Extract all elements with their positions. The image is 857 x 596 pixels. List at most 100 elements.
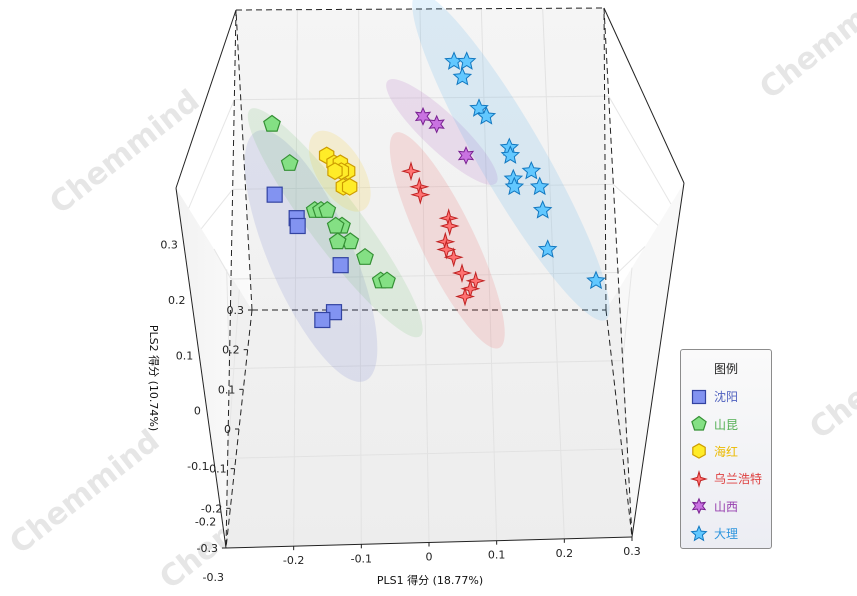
data-point <box>586 270 606 290</box>
legend-title: 图例 <box>713 362 738 376</box>
data-point <box>521 160 542 180</box>
x-tick-label: -0.1 <box>351 552 372 565</box>
data-point <box>266 186 283 203</box>
y-tick-label-outer: -0.1 <box>187 460 208 473</box>
watermark: Chemmind <box>753 0 857 106</box>
legend-label: 乌兰浩特 <box>714 472 763 487</box>
legend-item: 沈阳 <box>681 383 771 410</box>
legend-marker <box>691 389 707 404</box>
data-point <box>332 257 349 274</box>
data-point <box>439 216 460 237</box>
legend-marker <box>691 497 707 515</box>
box-edge-hidden <box>235 9 253 311</box>
legend-items: 沈阳山昆海红乌兰浩特山西大理 <box>681 383 771 547</box>
grid-line <box>617 246 646 273</box>
grid-line <box>188 99 235 209</box>
legend-marker-icon <box>691 415 707 431</box>
legend-marker <box>692 443 706 460</box>
y-tick-label-outer: -0.3 <box>203 571 224 584</box>
data-point <box>328 232 347 250</box>
legend-marker-icon <box>690 524 708 541</box>
data-point <box>456 51 477 70</box>
box-edge <box>175 9 237 189</box>
data-points <box>263 51 606 329</box>
legend-label: 大理 <box>714 527 739 542</box>
legend-label: 海红 <box>714 444 739 459</box>
x-tick-label: 0.1 <box>488 549 506 562</box>
x-tick-label: 0.2 <box>556 547 574 560</box>
data-point <box>537 239 558 258</box>
legend-label: 沈阳 <box>714 390 739 405</box>
grid-line <box>608 95 672 205</box>
data-point <box>504 176 525 196</box>
data-point <box>452 66 473 86</box>
grid-line <box>622 267 633 361</box>
left-wall <box>176 10 252 548</box>
right-wall <box>604 8 684 537</box>
y-tick-label: 0.3 <box>227 304 245 317</box>
box-edge <box>603 7 685 184</box>
legend-marker <box>690 524 708 541</box>
y-tick-label: 0.2 <box>222 344 240 357</box>
grid-line <box>213 248 232 280</box>
data-point <box>410 184 431 205</box>
data-point <box>326 216 345 234</box>
grid-line <box>612 183 659 226</box>
data-point <box>452 263 473 284</box>
data-point <box>378 271 396 289</box>
legend-item: 山昆 <box>681 410 771 437</box>
x-axis-label: PLS1 得分 (18.77%) <box>377 574 483 587</box>
legend-marker <box>691 415 707 431</box>
legend: 图例 沈阳山昆海红乌兰浩特山西大理 <box>680 349 772 549</box>
watermark: Chemmind <box>803 308 857 446</box>
axis-ticks: -0.2 -0.1 0 0.1 0.2 0.3 0.3 0.2 0.1 0 -0.1 -0.2 -0.3… <box>160 238 640 583</box>
box-edge-hidden <box>603 7 607 311</box>
data-point <box>401 161 422 182</box>
y-tick-label-outer: 0.3 <box>160 238 178 251</box>
y-tick-label: 0.1 <box>218 383 236 396</box>
data-point <box>356 247 374 265</box>
data-point <box>469 98 489 117</box>
x-tick-label: 0 <box>426 551 433 564</box>
legend-item: 大理 <box>681 520 771 547</box>
y-tick-label-outer: 0.2 <box>168 294 186 307</box>
x-tick-label: -0.2 <box>283 554 304 567</box>
legend-marker-icon <box>691 389 707 404</box>
y-tick-label: -0.2 <box>201 502 222 515</box>
data-point <box>532 200 553 219</box>
grid-line <box>200 189 234 229</box>
box-edge-hidden <box>235 7 605 11</box>
grid-line <box>227 289 240 459</box>
data-point <box>457 145 475 165</box>
data-point <box>289 217 306 235</box>
y-tick-label-outer: 0.1 <box>176 349 194 362</box>
y-tick-label: -0.3 <box>197 542 218 555</box>
legend-label: 山昆 <box>714 417 739 432</box>
data-point <box>327 162 343 181</box>
data-point <box>341 177 358 196</box>
y-tick-label: -0.1 <box>205 463 226 476</box>
legend-marker-icon <box>691 497 707 515</box>
legend-marker-icon <box>690 469 708 488</box>
box-edge-hidden <box>603 7 633 538</box>
data-point <box>318 200 337 218</box>
grid-line <box>226 269 230 369</box>
legend-item: 山西 <box>681 493 771 520</box>
y-axis-label: PLS2 得分 (10.74%) <box>147 325 160 431</box>
y-tick-label: 0 <box>224 423 231 436</box>
plot-box <box>175 7 685 549</box>
data-point <box>428 114 445 134</box>
x-tick-label: 0.3 <box>623 545 641 558</box>
y-tick-label-outer: -0.2 <box>195 515 216 528</box>
back-wall <box>226 8 632 548</box>
legend-marker <box>690 469 708 488</box>
grid-line <box>234 95 609 101</box>
data-point <box>455 286 476 307</box>
legend-marker-icon <box>692 443 706 460</box>
watermark: Chemmind <box>3 423 166 561</box>
data-point <box>529 176 550 196</box>
data-point <box>476 106 497 125</box>
box-edge <box>631 182 685 538</box>
box-edge <box>175 187 227 549</box>
data-point <box>263 114 281 132</box>
